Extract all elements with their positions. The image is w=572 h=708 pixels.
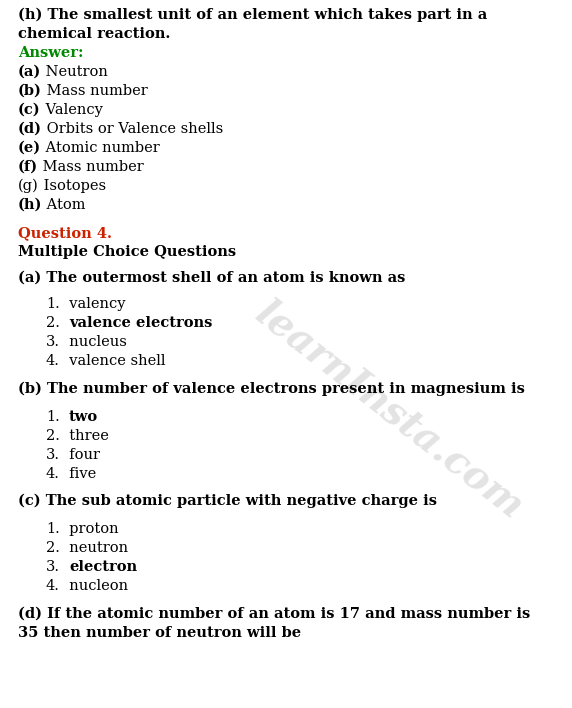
Text: Mass number: Mass number [38,160,144,174]
Text: (d): (d) [18,122,42,136]
Text: Answer:: Answer: [18,46,84,60]
Text: (b) The number of valence electrons present in magnesium is: (b) The number of valence electrons pres… [18,382,525,396]
Text: learnInsta.com: learnInsta.com [248,295,530,527]
Text: (f): (f) [18,160,38,174]
Text: Atom: Atom [42,198,86,212]
Text: Question 4.: Question 4. [18,226,112,240]
Text: (h): (h) [18,198,42,212]
Text: 2.: 2. [46,316,60,330]
Text: Neutron: Neutron [41,65,108,79]
Text: (c): (c) [18,103,41,117]
Text: two: two [69,410,98,424]
Text: Atomic number: Atomic number [41,141,160,155]
Text: 4.: 4. [46,467,60,481]
Text: valence shell: valence shell [60,354,165,368]
Text: (e): (e) [18,141,41,155]
Text: four: four [60,448,100,462]
Text: chemical reaction.: chemical reaction. [18,27,170,41]
Text: Valency: Valency [41,103,102,117]
Text: 4.: 4. [46,579,60,593]
Text: 1.: 1. [46,410,59,424]
Text: nucleon: nucleon [60,579,128,593]
Text: 1.: 1. [46,297,59,311]
Text: (b): (b) [18,84,42,98]
Text: 3.: 3. [46,335,60,349]
Text: Mass number: Mass number [42,84,148,98]
Text: Orbits or Valence shells: Orbits or Valence shells [42,122,223,136]
Text: 1.: 1. [46,522,59,536]
Text: Isotopes: Isotopes [39,179,106,193]
Text: (c) The sub atomic particle with negative charge is: (c) The sub atomic particle with negativ… [18,494,437,508]
Text: 35 then number of neutron will be: 35 then number of neutron will be [18,626,301,640]
Text: 3.: 3. [46,560,60,574]
Text: three: three [60,429,109,443]
Text: (a) The outermost shell of an atom is known as: (a) The outermost shell of an atom is kn… [18,271,406,285]
Text: (h) The smallest unit of an element which takes part in a: (h) The smallest unit of an element whic… [18,8,487,23]
Text: 2.: 2. [46,541,60,555]
Text: valency: valency [59,297,125,311]
Text: Multiple Choice Questions: Multiple Choice Questions [18,245,236,259]
Text: valence electrons: valence electrons [69,316,213,330]
Text: 2.: 2. [46,429,60,443]
Text: neutron: neutron [60,541,128,555]
Text: 3.: 3. [46,448,60,462]
Text: (g): (g) [18,179,39,193]
Text: (a): (a) [18,65,41,79]
Text: (d) If the atomic number of an atom is 17 and mass number is: (d) If the atomic number of an atom is 1… [18,607,530,621]
Text: five: five [60,467,96,481]
Text: 4.: 4. [46,354,60,368]
Text: electron: electron [69,560,137,574]
Text: proton: proton [59,522,118,536]
Text: nucleus: nucleus [60,335,127,349]
